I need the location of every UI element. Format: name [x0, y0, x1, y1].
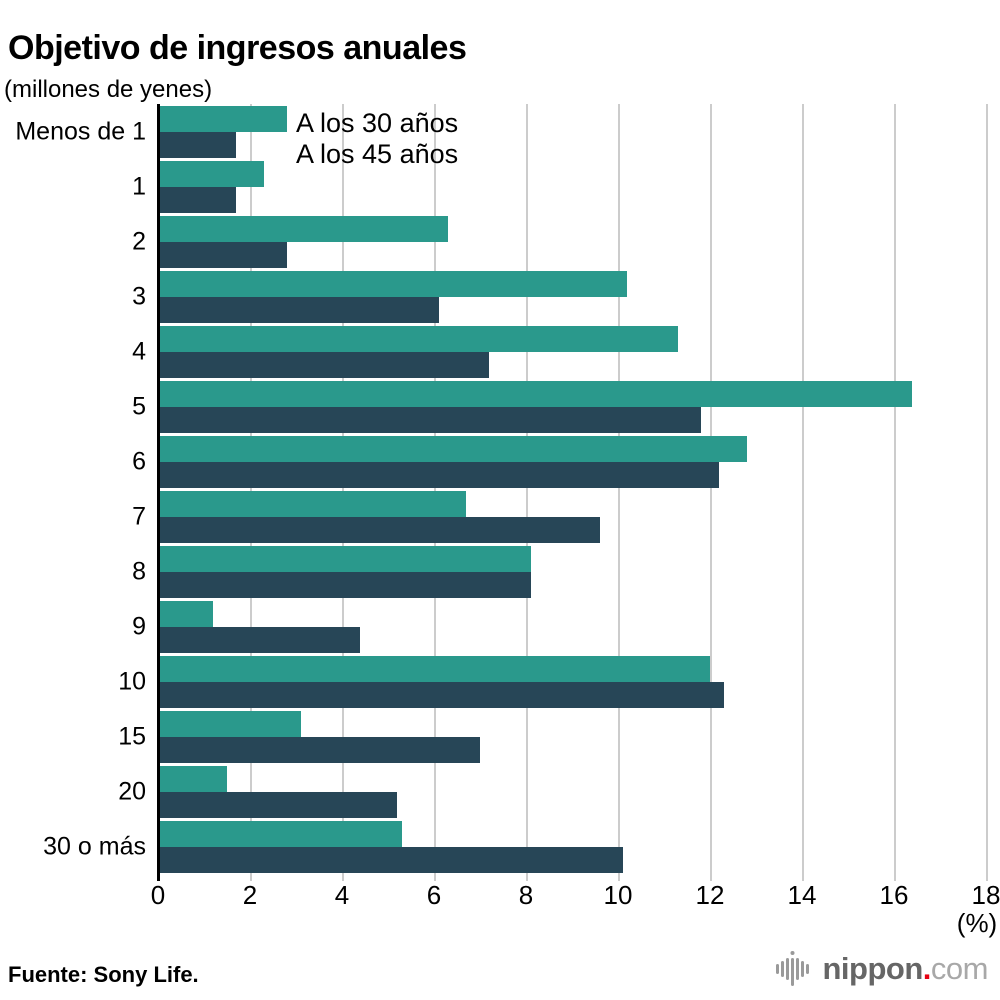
- bar-age45-0: [158, 131, 237, 158]
- category-label-7: 7: [132, 502, 146, 530]
- source-note: Fuente: Sony Life.: [8, 962, 199, 987]
- x-tick-label-4: 4: [334, 880, 350, 910]
- x-tick-label-8: 8: [518, 880, 534, 910]
- x-tick-label-10: 10: [603, 880, 633, 910]
- bar-age30-9: [158, 600, 214, 627]
- x-tick-label-0: 0: [150, 880, 166, 910]
- bar-age30-3: [158, 270, 628, 297]
- x-axis-unit-label: (%): [956, 908, 998, 938]
- bar-age45-8: [158, 571, 531, 598]
- bar-group-2: 2: [132, 214, 986, 269]
- gridline-14: [802, 104, 804, 881]
- bar-age45-12: [158, 791, 398, 818]
- x-tick-label-14: 14: [787, 880, 817, 910]
- bar-age45-6: [158, 461, 720, 488]
- category-label-5: 5: [132, 392, 146, 420]
- category-label-4: 4: [132, 337, 146, 365]
- bar-age30-4: [158, 325, 678, 352]
- bar-age45-13: [158, 846, 623, 873]
- category-label-10: 10: [118, 667, 146, 695]
- bar-age45-7: [158, 516, 600, 543]
- bar-group-7: 7: [132, 489, 986, 544]
- y-axis-line: [157, 104, 160, 881]
- category-label-11: 15: [118, 722, 146, 750]
- bar-age30-11: [158, 710, 301, 737]
- logo-text-nippon: nippon: [822, 951, 924, 986]
- bar-age45-1: [158, 186, 237, 213]
- chart-legend: A los 30 años A los 45 años: [296, 108, 458, 170]
- nippon-logo-wordmark: nippon.com: [823, 951, 989, 987]
- gridline-18: [986, 104, 988, 881]
- bar-group-8: 8: [132, 544, 986, 599]
- x-tick-label-6: 6: [426, 880, 442, 910]
- category-label-12: 20: [118, 777, 146, 805]
- category-label-8: 8: [132, 557, 146, 585]
- bar-age30-13: [158, 820, 402, 847]
- bar-age30-6: [158, 435, 747, 462]
- bar-age30-8: [158, 545, 531, 572]
- bar-age30-1: [158, 160, 264, 187]
- legend-series-45: A los 45 años: [296, 139, 459, 169]
- x-tick-label-18: 18: [971, 880, 1000, 910]
- bar-age45-9: [158, 626, 361, 653]
- bar-group-12: 20: [118, 764, 986, 819]
- category-label-13: 30 o más: [43, 832, 146, 860]
- bar-age30-10: [158, 655, 710, 682]
- bar-group-3: 3: [132, 269, 986, 324]
- gridline-10: [618, 104, 620, 881]
- category-label-2: 2: [132, 227, 146, 255]
- bar-age45-2: [158, 241, 287, 268]
- category-label-1: 1: [132, 172, 146, 200]
- category-label-6: 6: [132, 447, 146, 475]
- x-tick-label-16: 16: [879, 880, 909, 910]
- legend-series-30: A los 30 años: [296, 108, 459, 138]
- chart-plot-area: Menos de 1 1 2 3 4 5 6 7 8 9 10 15 20 30 o más: [15, 104, 988, 881]
- bar-age45-4: [158, 351, 490, 378]
- bar-age30-0: [158, 105, 287, 132]
- bar-group-11: 15: [118, 709, 986, 764]
- bar-group-10: 10: [118, 654, 986, 709]
- page-title: Objetivo de ingresos anuales: [8, 28, 467, 67]
- nippon-logo-icon: [775, 948, 814, 990]
- bar-group-6: 6: [132, 434, 986, 489]
- gridline-16: [894, 104, 896, 881]
- bar-rows: Menos de 1 1 2 3 4 5 6 7 8 9 10 15 20 30 o más: [15, 104, 986, 874]
- bar-group-1: 1: [132, 159, 986, 214]
- y-axis-unit-label: (millones de yenes): [4, 76, 213, 103]
- bar-group-4: 4: [132, 324, 986, 379]
- bar-age30-2: [158, 215, 448, 242]
- gridline-12: [709, 104, 712, 881]
- category-label-9: 9: [132, 612, 146, 640]
- bar-group-13: 30 o más: [43, 819, 986, 874]
- logo-dot: .: [922, 951, 932, 986]
- category-label-3: 3: [132, 282, 146, 310]
- x-tick-label-2: 2: [242, 880, 258, 910]
- bar-group-5: 5: [132, 379, 986, 434]
- bar-age45-5: [158, 406, 701, 433]
- nippon-logo: nippon.com: [775, 948, 989, 990]
- bar-group-9: 9: [132, 599, 986, 654]
- x-axis-tick-labels: 0 2 4 6 8 10 12 14 16 18: [151, 880, 1000, 910]
- logo-text-com: com: [930, 951, 989, 986]
- bar-age45-11: [158, 736, 480, 763]
- bar-age30-5: [158, 380, 913, 407]
- bar-age45-10: [158, 681, 724, 708]
- bar-age45-3: [158, 296, 439, 323]
- bar-group-0: Menos de 1: [15, 104, 986, 159]
- category-label-0: Menos de 1: [15, 117, 146, 145]
- bar-age30-7: [158, 490, 467, 517]
- x-tick-label-12: 12: [695, 880, 725, 910]
- gridline-8: [526, 104, 528, 881]
- bar-age30-12: [158, 765, 227, 792]
